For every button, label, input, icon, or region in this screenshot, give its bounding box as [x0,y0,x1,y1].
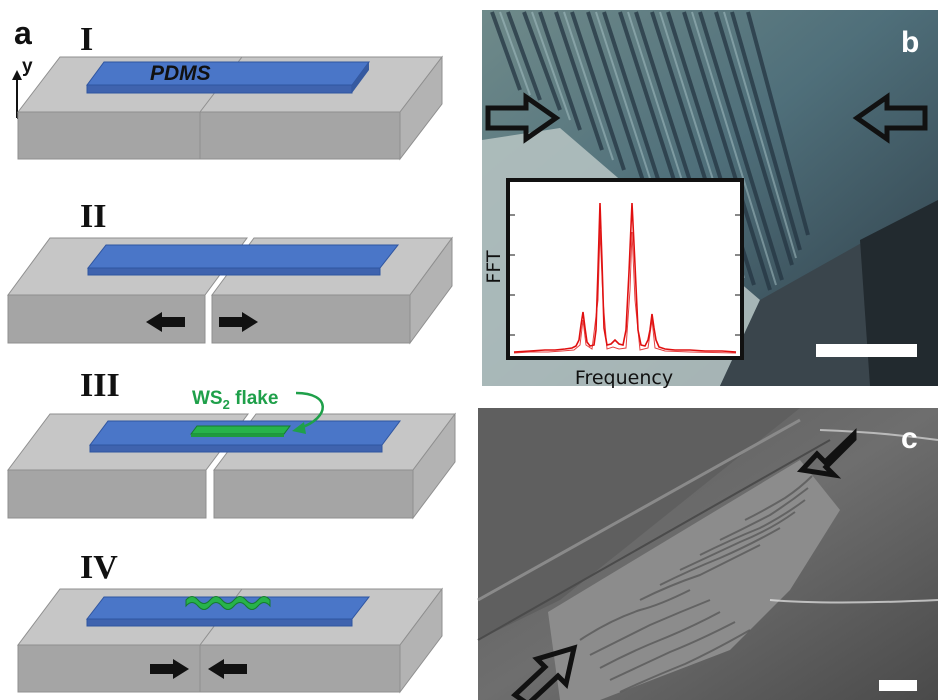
sem-wrinkles [579,475,813,693]
sem-edge-line [477,418,801,602]
arrow-right-icon [485,92,561,144]
step-iii-label: III [80,367,120,404]
step-iii: III WS2 flake [7,367,456,520]
fft-curve [513,202,737,353]
arrow-down-left-icon [796,428,857,479]
step-iv: IV [17,549,443,694]
ws2-flake-label: WS2 flake [192,388,278,412]
pdms-strip [86,61,370,94]
panel-a-label: a [14,15,32,51]
sem-edge-line-2 [477,439,831,641]
panel-c-label: c [901,422,918,455]
arrow-left-icon [208,659,247,679]
scale-bar [879,680,917,691]
arrow-right-icon [150,659,189,679]
panel-c: c [477,408,939,700]
arrow-left-icon [852,92,928,144]
fft-ticks [510,214,740,336]
pdms-label: PDMS [150,62,211,85]
fft-inset-frame [506,178,744,360]
fft-xlabel: Frequency [575,367,673,389]
y-axis-label: y [22,56,33,77]
step-ii-label: II [80,198,106,235]
flake-pointer-head [292,422,306,434]
panel-a: a y x I [7,15,456,694]
pdms-strip [86,244,400,276]
fft-curve-2 [513,229,737,354]
pdms-strip [85,596,371,627]
fft-ylabel: FFT [483,250,505,284]
panel-b: b Frequency FFT [482,10,938,389]
fft-inset: Frequency FFT [483,178,744,389]
step-iv-label: IV [80,549,118,586]
wrinkled-ws2-flake [185,596,271,610]
dark-corner [860,200,938,386]
scale-bar [816,344,917,357]
ws2-flake [190,425,291,437]
panel-b-label: b [901,26,919,59]
y-arrow-head [12,70,22,80]
arrow-left-icon [146,312,185,332]
sem-bright-streak-2 [819,429,939,441]
step-ii: II [7,198,453,345]
step-i-label: I [80,21,93,58]
sem-bright-streak [769,599,939,604]
arrow-up-right-icon [511,644,578,700]
flake-pointer-arrow [295,391,324,430]
step-i: I PDMS [16,21,444,161]
arrow-right-icon [219,312,258,332]
